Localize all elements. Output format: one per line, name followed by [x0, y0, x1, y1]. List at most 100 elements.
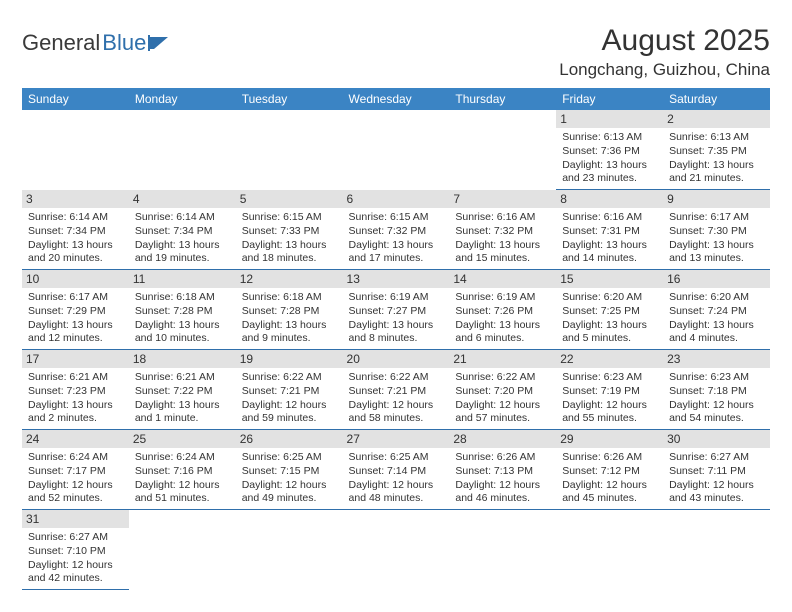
sunrise-text: Sunrise: 6:26 AM: [453, 450, 552, 464]
logo-text-right: Blue: [102, 30, 146, 56]
daylight-text: Daylight: 13 hours and 8 minutes.: [347, 318, 446, 345]
calendar-week-row: 3Sunrise: 6:14 AMSunset: 7:34 PMDaylight…: [22, 190, 770, 270]
sunset-text: Sunset: 7:18 PM: [667, 384, 766, 398]
column-header: Monday: [129, 88, 236, 110]
day-number: [129, 510, 236, 528]
calendar-cell: 21Sunrise: 6:22 AMSunset: 7:20 PMDayligh…: [449, 350, 556, 430]
calendar-cell: 8Sunrise: 6:16 AMSunset: 7:31 PMDaylight…: [556, 190, 663, 270]
sunrise-text: Sunrise: 6:21 AM: [26, 370, 125, 384]
sunset-text: Sunset: 7:30 PM: [667, 224, 766, 238]
calendar-week-row: 1Sunrise: 6:13 AMSunset: 7:36 PMDaylight…: [22, 110, 770, 190]
calendar-cell: 31Sunrise: 6:27 AMSunset: 7:10 PMDayligh…: [22, 510, 129, 590]
sunset-text: Sunset: 7:34 PM: [133, 224, 232, 238]
calendar-cell: 30Sunrise: 6:27 AMSunset: 7:11 PMDayligh…: [663, 430, 770, 510]
cell-details: Sunrise: 6:13 AMSunset: 7:36 PMDaylight:…: [556, 128, 663, 190]
daylight-text: Daylight: 13 hours and 23 minutes.: [560, 158, 659, 185]
cell-details: Sunrise: 6:15 AMSunset: 7:33 PMDaylight:…: [236, 208, 343, 270]
daylight-text: Daylight: 13 hours and 10 minutes.: [133, 318, 232, 345]
daylight-text: Daylight: 13 hours and 12 minutes.: [26, 318, 125, 345]
sunrise-text: Sunrise: 6:23 AM: [667, 370, 766, 384]
cell-details: Sunrise: 6:14 AMSunset: 7:34 PMDaylight:…: [22, 208, 129, 270]
day-number: 24: [22, 430, 129, 448]
sunset-text: Sunset: 7:34 PM: [26, 224, 125, 238]
calendar-cell: 28Sunrise: 6:26 AMSunset: 7:13 PMDayligh…: [449, 430, 556, 510]
day-number: 20: [343, 350, 450, 368]
day-number: 16: [663, 270, 770, 288]
calendar-cell: 6Sunrise: 6:15 AMSunset: 7:32 PMDaylight…: [343, 190, 450, 270]
calendar-cell: [129, 110, 236, 190]
calendar-cell: 11Sunrise: 6:18 AMSunset: 7:28 PMDayligh…: [129, 270, 236, 350]
cell-details: Sunrise: 6:23 AMSunset: 7:18 PMDaylight:…: [663, 368, 770, 430]
calendar-cell: 17Sunrise: 6:21 AMSunset: 7:23 PMDayligh…: [22, 350, 129, 430]
sunset-text: Sunset: 7:32 PM: [347, 224, 446, 238]
day-number: 29: [556, 430, 663, 448]
daylight-text: Daylight: 13 hours and 2 minutes.: [26, 398, 125, 425]
daylight-text: Daylight: 13 hours and 6 minutes.: [453, 318, 552, 345]
daylight-text: Daylight: 12 hours and 54 minutes.: [667, 398, 766, 425]
sunset-text: Sunset: 7:23 PM: [26, 384, 125, 398]
sunrise-text: Sunrise: 6:18 AM: [133, 290, 232, 304]
title-block: August 2025 Longchang, Guizhou, China: [559, 24, 770, 80]
day-number: 5: [236, 190, 343, 208]
cell-details: Sunrise: 6:22 AMSunset: 7:21 PMDaylight:…: [343, 368, 450, 430]
cell-details: [129, 128, 236, 152]
day-number: 30: [663, 430, 770, 448]
cell-details: Sunrise: 6:20 AMSunset: 7:24 PMDaylight:…: [663, 288, 770, 350]
sunset-text: Sunset: 7:13 PM: [453, 464, 552, 478]
daylight-text: Daylight: 12 hours and 48 minutes.: [347, 478, 446, 505]
sunrise-text: Sunrise: 6:22 AM: [347, 370, 446, 384]
sunset-text: Sunset: 7:36 PM: [560, 144, 659, 158]
calendar-cell: [129, 510, 236, 590]
day-number: [556, 510, 663, 528]
calendar-cell: 3Sunrise: 6:14 AMSunset: 7:34 PMDaylight…: [22, 190, 129, 270]
sunrise-text: Sunrise: 6:13 AM: [667, 130, 766, 144]
sunrise-text: Sunrise: 6:26 AM: [560, 450, 659, 464]
sunrise-text: Sunrise: 6:17 AM: [667, 210, 766, 224]
calendar-cell: [236, 510, 343, 590]
calendar-cell: 20Sunrise: 6:22 AMSunset: 7:21 PMDayligh…: [343, 350, 450, 430]
daylight-text: Daylight: 13 hours and 19 minutes.: [133, 238, 232, 265]
sunrise-text: Sunrise: 6:21 AM: [133, 370, 232, 384]
cell-details: Sunrise: 6:24 AMSunset: 7:17 PMDaylight:…: [22, 448, 129, 510]
sunrise-text: Sunrise: 6:14 AM: [133, 210, 232, 224]
day-number: 15: [556, 270, 663, 288]
cell-details: [663, 528, 770, 552]
cell-details: [236, 528, 343, 552]
sunrise-text: Sunrise: 6:16 AM: [560, 210, 659, 224]
cell-details: Sunrise: 6:26 AMSunset: 7:12 PMDaylight:…: [556, 448, 663, 510]
daylight-text: Daylight: 13 hours and 13 minutes.: [667, 238, 766, 265]
day-number: 27: [343, 430, 450, 448]
cell-details: Sunrise: 6:20 AMSunset: 7:25 PMDaylight:…: [556, 288, 663, 350]
sunset-text: Sunset: 7:17 PM: [26, 464, 125, 478]
daylight-text: Daylight: 13 hours and 20 minutes.: [26, 238, 125, 265]
cell-details: Sunrise: 6:27 AMSunset: 7:11 PMDaylight:…: [663, 448, 770, 510]
location: Longchang, Guizhou, China: [559, 60, 770, 80]
day-number: [449, 510, 556, 528]
cell-details: Sunrise: 6:19 AMSunset: 7:27 PMDaylight:…: [343, 288, 450, 350]
cell-details: [343, 128, 450, 152]
sunset-text: Sunset: 7:26 PM: [453, 304, 552, 318]
calendar-cell: 24Sunrise: 6:24 AMSunset: 7:17 PMDayligh…: [22, 430, 129, 510]
calendar-cell: 19Sunrise: 6:22 AMSunset: 7:21 PMDayligh…: [236, 350, 343, 430]
daylight-text: Daylight: 12 hours and 58 minutes.: [347, 398, 446, 425]
sunrise-text: Sunrise: 6:20 AM: [667, 290, 766, 304]
calendar-cell: 22Sunrise: 6:23 AMSunset: 7:19 PMDayligh…: [556, 350, 663, 430]
day-number: 21: [449, 350, 556, 368]
day-number: 22: [556, 350, 663, 368]
column-header: Tuesday: [236, 88, 343, 110]
calendar-cell: [449, 110, 556, 190]
calendar-cell: [556, 510, 663, 590]
sunset-text: Sunset: 7:21 PM: [347, 384, 446, 398]
daylight-text: Daylight: 13 hours and 14 minutes.: [560, 238, 659, 265]
cell-details: Sunrise: 6:17 AMSunset: 7:29 PMDaylight:…: [22, 288, 129, 350]
calendar-cell: 14Sunrise: 6:19 AMSunset: 7:26 PMDayligh…: [449, 270, 556, 350]
cell-details: Sunrise: 6:18 AMSunset: 7:28 PMDaylight:…: [236, 288, 343, 350]
sunset-text: Sunset: 7:31 PM: [560, 224, 659, 238]
calendar-cell: 7Sunrise: 6:16 AMSunset: 7:32 PMDaylight…: [449, 190, 556, 270]
sunset-text: Sunset: 7:27 PM: [347, 304, 446, 318]
daylight-text: Daylight: 12 hours and 51 minutes.: [133, 478, 232, 505]
column-header: Sunday: [22, 88, 129, 110]
daylight-text: Daylight: 13 hours and 5 minutes.: [560, 318, 659, 345]
sunrise-text: Sunrise: 6:22 AM: [240, 370, 339, 384]
calendar-cell: 4Sunrise: 6:14 AMSunset: 7:34 PMDaylight…: [129, 190, 236, 270]
